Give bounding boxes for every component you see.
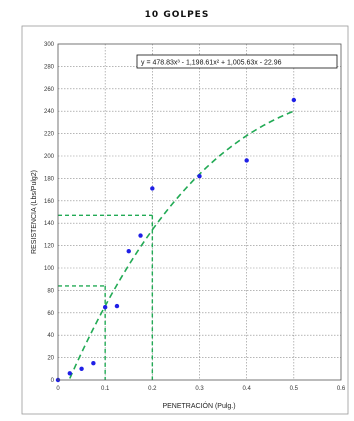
x-axis-label: PENETRACIÓN (Pulg.): [162, 401, 235, 410]
plot-area-frame: [57, 43, 342, 381]
trendline-layer: [69, 110, 295, 379]
trendline-curve: [69, 110, 295, 379]
data-point: [91, 361, 96, 366]
x-tick-label: 0.5: [290, 386, 299, 392]
x-tick-label: 0: [56, 386, 60, 392]
x-tick-label: 0.2: [148, 386, 157, 392]
reference-lines: [58, 214, 154, 380]
y-tick-label: 0: [51, 378, 55, 384]
y-tick-label: 220: [44, 132, 55, 138]
y-tick-label: 140: [44, 221, 55, 227]
data-point: [79, 366, 84, 371]
data-point: [197, 173, 202, 179]
equation-box-border: [136, 54, 338, 69]
data-points: [55, 97, 297, 383]
data-point: [126, 249, 131, 254]
y-tick-label: 40: [47, 333, 54, 339]
data-point: [67, 371, 72, 376]
y-tick-label: 240: [44, 109, 55, 115]
chart-frame: [21, 25, 349, 415]
y-tick-label: 260: [44, 87, 55, 93]
data-point: [138, 233, 143, 238]
x-tick-label: 0.1: [101, 386, 110, 392]
data-point: [150, 186, 155, 191]
y-tick-label: 60: [47, 311, 54, 317]
y-tick-label: 100: [44, 266, 55, 272]
x-tick-label: 0.4: [242, 386, 251, 392]
tick-labels: 0 20 40 60 80 100 120 140 160 180 200 220 240 260 280 3…: [44, 42, 346, 392]
y-tick-label: 280: [44, 64, 55, 70]
y-tick-label: 80: [47, 288, 54, 294]
y-tick-label: 300: [44, 42, 55, 48]
data-point: [244, 158, 249, 163]
grid-layer: [58, 44, 341, 380]
data-point: [114, 303, 120, 309]
y-tick-label: 160: [44, 199, 55, 205]
x-tick-label: 0.3: [195, 386, 204, 392]
equation-box: y = 478.83x³ - 1,198.61x² + 1,005.63x - …: [136, 54, 338, 69]
x-tick-label: 0.6: [337, 386, 346, 392]
y-tick-label: 20: [47, 356, 54, 362]
y-tick-label: 200: [44, 154, 55, 160]
y-tick-label: 180: [44, 176, 55, 182]
trendline-equation: y = 478.83x³ - 1,198.61x² + 1,005.63x - …: [141, 60, 282, 67]
data-point: [291, 97, 297, 103]
chart-title: 10 GOLPES: [144, 10, 210, 20]
y-tick-label: 120: [44, 244, 55, 250]
data-point: [102, 305, 108, 310]
y-axis-label: RESISTENCIA (Lbs/Pulg2): [31, 170, 38, 254]
